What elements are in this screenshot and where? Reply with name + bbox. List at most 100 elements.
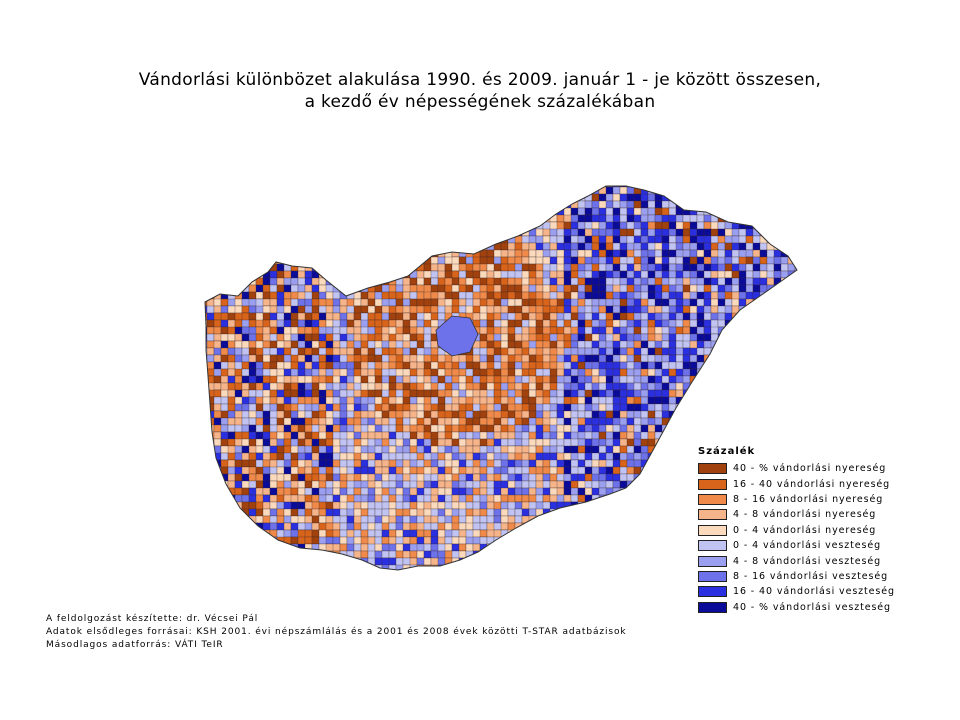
municipality-cell: [255, 291, 264, 300]
municipality-cell: [633, 410, 642, 419]
municipality-cell: [759, 242, 768, 251]
municipality-cell: [500, 564, 509, 570]
municipality-cell: [508, 579, 515, 586]
municipality-cell: [458, 410, 467, 419]
municipality-cell: [416, 319, 425, 328]
municipality-cell: [745, 424, 754, 440]
municipality-cell: [318, 235, 327, 244]
municipality-cell: [367, 207, 383, 216]
municipality-cell: [591, 284, 600, 293]
municipality-cell: [269, 557, 285, 566]
municipality-cell: [577, 459, 586, 468]
municipality-cell: [619, 501, 635, 510]
municipality-cell: [248, 389, 257, 398]
municipality-cell: [437, 368, 446, 377]
municipality-cell: [276, 452, 285, 461]
municipality-cell: [332, 564, 348, 570]
municipality-cell: [297, 193, 313, 202]
municipality-cell: [297, 186, 306, 202]
municipality-cell: [241, 438, 250, 447]
municipality-cell: [458, 550, 467, 559]
municipality-cell: [297, 410, 306, 419]
municipality-cell: [787, 235, 797, 244]
municipality-cell: [339, 536, 348, 545]
municipality-cell: [297, 319, 306, 328]
municipality-cell: [458, 452, 467, 461]
municipality-cell: [794, 291, 797, 300]
municipality-cell: [535, 410, 544, 419]
municipality-cell: [619, 494, 635, 510]
municipality-cell: [304, 557, 313, 570]
municipality-cell: [766, 319, 775, 328]
municipality-cell: [262, 543, 271, 552]
municipality-cell: [430, 536, 439, 545]
municipality-cell: [220, 200, 229, 209]
municipality-cell: [773, 263, 782, 272]
municipality-cell: [360, 186, 376, 188]
municipality-cell: [241, 186, 257, 195]
municipality-cell: [787, 417, 796, 426]
municipality-cell: [262, 375, 271, 384]
municipality-cell: [780, 221, 796, 230]
municipality-cell: [374, 305, 383, 314]
municipality-cell: [332, 186, 341, 188]
municipality-cell: [731, 214, 747, 223]
municipality-cell: [661, 536, 677, 552]
municipality-cell: [346, 193, 355, 202]
municipality-cell: [514, 298, 523, 307]
municipality-cell: [683, 572, 690, 586]
municipality-cell: [479, 214, 488, 223]
municipality-cell: [234, 487, 243, 496]
municipality-cell: [332, 354, 341, 363]
municipality-cell: [241, 452, 250, 461]
municipality-cell: [619, 249, 628, 258]
municipality-cell: [633, 221, 642, 230]
municipality-cell: [633, 382, 642, 391]
municipality-cell: [241, 333, 250, 342]
municipality-cell: [283, 368, 292, 377]
municipality-cell: [591, 536, 607, 545]
municipality-cell: [570, 368, 579, 377]
municipality-cell: [578, 572, 592, 579]
municipality-cell: [451, 445, 460, 454]
municipality-cell: [269, 221, 278, 230]
municipality-cell: [248, 382, 257, 391]
municipality-cell: [283, 200, 299, 209]
municipality-cell: [619, 382, 628, 391]
municipality-cell: [206, 536, 222, 545]
municipality-cell: [752, 382, 761, 398]
municipality-cell: [388, 319, 397, 328]
municipality-cell: [766, 424, 775, 440]
municipality-cell: [249, 572, 256, 579]
municipality-cell: [669, 572, 676, 579]
municipality-cell: [444, 494, 453, 503]
municipality-cell: [395, 193, 404, 202]
municipality-cell: [361, 579, 375, 586]
municipality-cell: [465, 438, 474, 447]
municipality-cell: [584, 242, 593, 251]
municipality-cell: [451, 480, 460, 489]
municipality-cell: [234, 333, 243, 342]
municipality-cell: [507, 228, 516, 237]
municipality-cell: [248, 340, 257, 349]
municipality-cell: [612, 375, 621, 384]
municipality-cell: [381, 242, 390, 258]
municipality-cell: [752, 193, 761, 202]
municipality-cell: [507, 550, 523, 559]
municipality-cell: [402, 445, 411, 454]
municipality-cell: [675, 445, 684, 454]
municipality-cell: [766, 305, 775, 314]
municipality-cell: [388, 235, 404, 244]
municipality-cell: [213, 389, 222, 398]
municipality-cell: [598, 508, 607, 517]
municipality-cell: [234, 445, 243, 454]
municipality-cell: [654, 305, 663, 314]
municipality-cell: [290, 249, 306, 258]
municipality-cell: [710, 389, 726, 398]
municipality-cell: [227, 424, 236, 433]
municipality-cell: [395, 186, 404, 188]
municipality-cell: [556, 263, 565, 272]
municipality-cell: [556, 564, 565, 570]
municipality-cell: [591, 403, 600, 412]
municipality-cell: [710, 375, 719, 384]
